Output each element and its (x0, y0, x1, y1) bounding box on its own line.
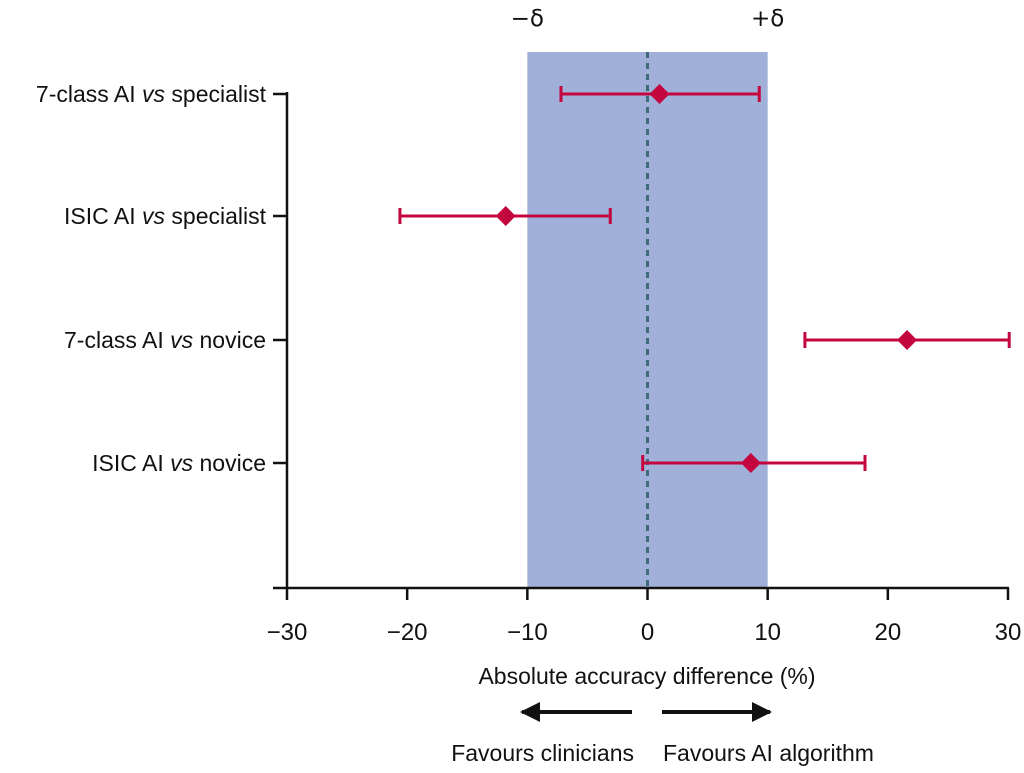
x-axis-label: Absolute accuracy difference (%) (478, 663, 815, 689)
row-label: ISIC AI vs specialist (64, 203, 267, 229)
favours-ai-label: Favours AI algorithm (663, 740, 874, 766)
x-axis-ticks: −30 −20 −10 0 10 20 30 (267, 588, 1022, 646)
forest-row: 7-class AI vs novice (64, 327, 1011, 353)
x-tick-label: 30 (995, 619, 1022, 646)
lower-delta-label: −δ (511, 6, 544, 32)
upper-delta-label: +δ (751, 6, 784, 32)
forest-row: 7-class AI vs specialist (36, 81, 761, 107)
x-tick-label: −10 (507, 619, 548, 646)
favours-clinicians-label: Favours clinicians (451, 740, 634, 766)
forest-rows: 7-class AI vs specialist ISIC AI vs speci… (36, 81, 1011, 476)
point-estimate-diamond (649, 84, 670, 104)
forest-row: ISIC AI vs specialist (64, 203, 612, 229)
x-tick-label: −20 (387, 619, 428, 646)
forest-row: ISIC AI vs novice (92, 450, 867, 476)
x-tick-label: 20 (874, 619, 901, 646)
point-estimate-diamond (897, 330, 918, 350)
x-tick-label: 10 (754, 619, 781, 646)
row-label: ISIC AI vs novice (92, 450, 266, 476)
x-tick-label: 0 (641, 619, 654, 646)
x-tick-label: −30 (267, 619, 308, 646)
row-label: 7-class AI vs specialist (36, 81, 267, 107)
row-label: 7-class AI vs novice (64, 327, 266, 353)
point-estimate-diamond (495, 206, 516, 226)
point-estimate-diamond (740, 453, 761, 473)
